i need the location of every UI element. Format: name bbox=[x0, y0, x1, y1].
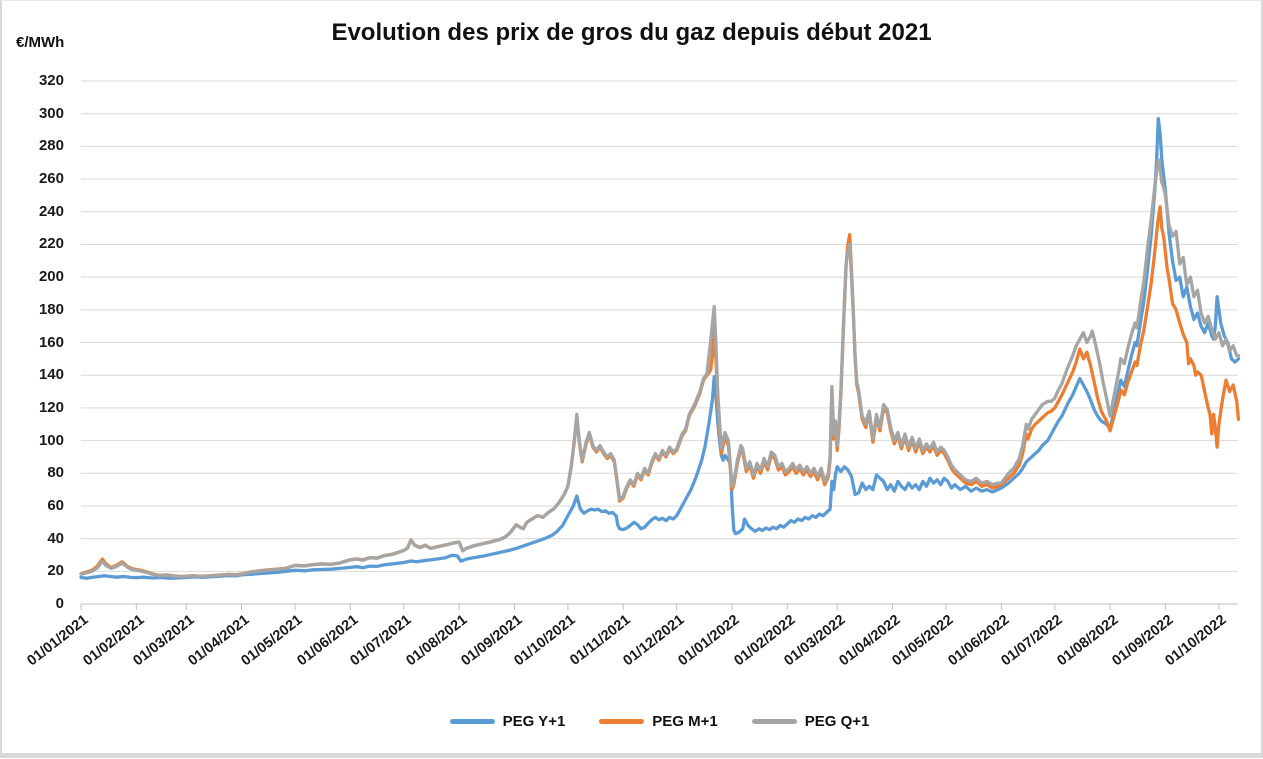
series-line-peg-y-1[interactable] bbox=[79, 116, 1241, 580]
y-axis-unit-label: €/MWh bbox=[16, 34, 65, 51]
y-tick-label: 60 bbox=[47, 496, 64, 514]
y-tick-label: 80 bbox=[47, 464, 64, 482]
y-tick-label: 120 bbox=[38, 398, 64, 416]
legend-item-peg-y-1[interactable]: PEG Y+1 bbox=[449, 713, 566, 730]
legend-item-peg-q-1[interactable]: PEG Q+1 bbox=[751, 713, 870, 730]
y-tick-label: 180 bbox=[38, 300, 64, 318]
legend-swatch-peg-y-1 bbox=[449, 719, 495, 724]
y-tick-label: 240 bbox=[38, 202, 64, 220]
legend-item-peg-m-1[interactable]: PEG M+1 bbox=[599, 713, 718, 730]
legend: PEG Y+1 PEG M+1 PEG Q+1 bbox=[81, 713, 1238, 730]
legend-swatch-peg-q-1 bbox=[751, 719, 797, 724]
y-tick-label: 200 bbox=[38, 268, 64, 286]
y-tick-label: 300 bbox=[38, 104, 64, 122]
y-tick-label: 160 bbox=[38, 333, 64, 351]
y-tick-label: 0 bbox=[55, 595, 64, 612]
chart-title: Evolution des prix de gros du gaz depuis… bbox=[331, 19, 932, 46]
legend-swatch-peg-m-1 bbox=[599, 719, 645, 724]
legend-label: PEG Q+1 bbox=[804, 713, 870, 730]
legend-label: PEG M+1 bbox=[652, 713, 718, 730]
y-tick-label: 20 bbox=[47, 562, 64, 580]
legend-label: PEG Y+1 bbox=[502, 713, 566, 730]
y-tick-label: 280 bbox=[38, 137, 64, 155]
y-tick-label: 320 bbox=[38, 72, 64, 89]
y-tick-label: 140 bbox=[38, 366, 64, 384]
y-tick-label: 100 bbox=[38, 431, 64, 449]
series-line-peg-q-1[interactable] bbox=[79, 157, 1241, 579]
y-tick-label: 40 bbox=[47, 529, 64, 547]
y-tick-label: 260 bbox=[38, 170, 64, 188]
y-tick-label: 220 bbox=[38, 235, 64, 253]
